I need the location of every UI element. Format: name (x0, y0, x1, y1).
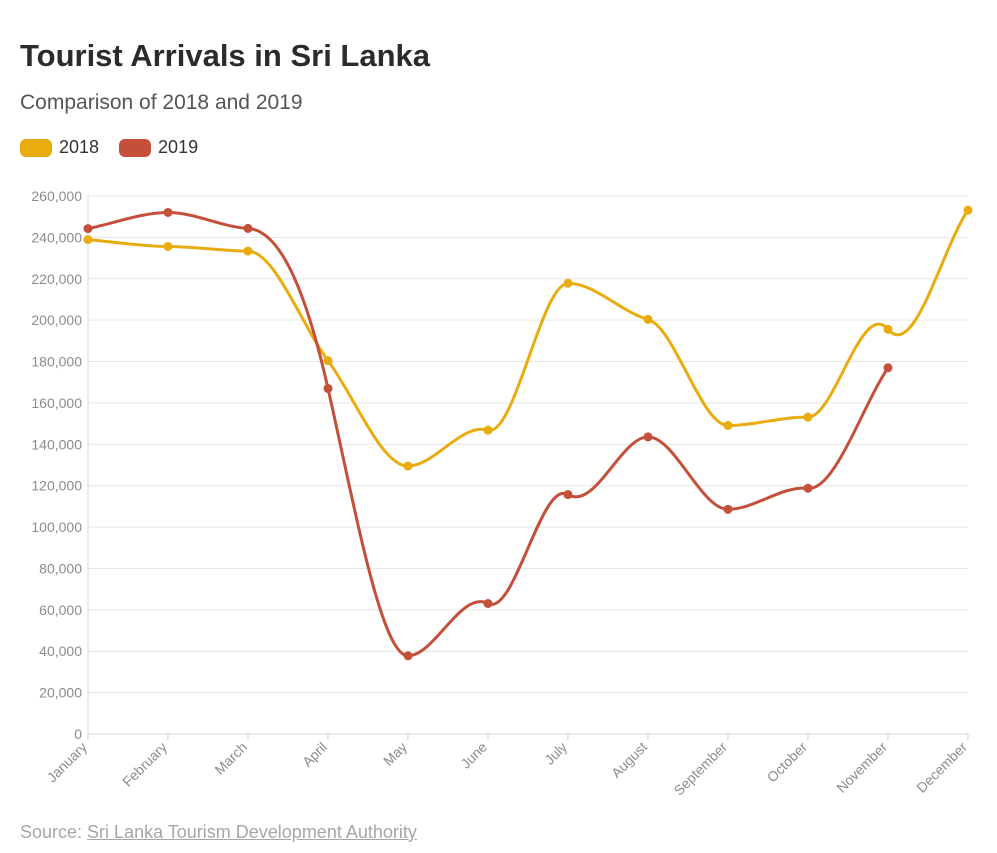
data-point-2019 (883, 363, 893, 373)
data-point-2018 (83, 235, 93, 245)
data-point-2018 (643, 314, 653, 324)
data-point-2019 (803, 483, 813, 493)
data-point-2018 (803, 412, 813, 422)
x-tick-label: January (44, 739, 91, 786)
data-point-2019 (563, 490, 573, 500)
y-tick-label: 140,000 (31, 436, 82, 452)
x-tick-label: February (119, 739, 170, 790)
data-point-2019 (243, 223, 253, 233)
data-point-2019 (643, 432, 653, 442)
x-tick-label: July (541, 739, 570, 768)
legend-item-2019[interactable]: 2019 (119, 137, 198, 158)
data-point-2019 (323, 383, 333, 393)
y-tick-label: 240,000 (31, 229, 82, 245)
x-tick-label: August (608, 739, 650, 781)
data-point-2018 (163, 241, 173, 251)
data-point-2018 (483, 425, 493, 435)
chart-title: Tourist Arrivals in Sri Lanka (20, 38, 431, 73)
series-line-2018 (87, 209, 970, 468)
x-tick-label: September (670, 739, 730, 799)
data-point-2018 (963, 205, 973, 215)
y-tick-label: 0 (74, 726, 82, 742)
legend-item-2018[interactable]: 2018 (20, 137, 99, 158)
chart-subtitle: Comparison of 2018 and 2019 (20, 91, 303, 114)
data-point-2018 (323, 356, 333, 366)
data-point-2019 (163, 207, 173, 217)
data-point-2019 (483, 598, 493, 608)
data-point-2018 (563, 278, 573, 288)
legend: 2018 2019 (20, 137, 218, 158)
y-tick-label: 100,000 (31, 519, 82, 535)
y-tick-label: 180,000 (31, 354, 82, 370)
y-tick-label: 20,000 (39, 685, 82, 701)
x-tick-label: May (380, 739, 410, 769)
y-tick-label: 160,000 (31, 395, 82, 411)
data-point-2018 (723, 421, 733, 431)
legend-label-2019: 2019 (158, 137, 199, 157)
x-tick-label: June (457, 739, 490, 772)
data-point-2018 (403, 461, 413, 471)
y-tick-label: 260,000 (31, 188, 82, 204)
y-tick-label: 200,000 (31, 312, 82, 328)
x-tick-label: October (764, 739, 811, 786)
data-point-2018 (883, 324, 893, 334)
source-link[interactable]: Sri Lanka Tourism Development Authority (87, 822, 417, 842)
y-tick-label: 220,000 (31, 271, 82, 287)
source-note: Source: Sri Lanka Tourism Development Au… (20, 822, 417, 843)
legend-swatch-2018 (20, 138, 52, 157)
y-tick-label: 40,000 (39, 643, 82, 659)
y-tick-label: 60,000 (39, 602, 82, 618)
x-tick-label: April (299, 739, 330, 770)
source-prefix: Source: (20, 822, 88, 842)
x-tick-label: November (833, 739, 890, 796)
data-point-2019 (403, 651, 413, 661)
x-tick-label: December (913, 739, 970, 796)
x-tick-label: March (211, 739, 250, 778)
y-tick-label: 120,000 (31, 478, 82, 494)
y-tick-label: 80,000 (39, 560, 82, 576)
data-point-2019 (83, 224, 93, 234)
legend-label-2018: 2018 (59, 137, 100, 157)
data-point-2019 (723, 504, 733, 514)
data-point-2018 (243, 246, 253, 256)
legend-swatch-2019 (119, 138, 152, 157)
